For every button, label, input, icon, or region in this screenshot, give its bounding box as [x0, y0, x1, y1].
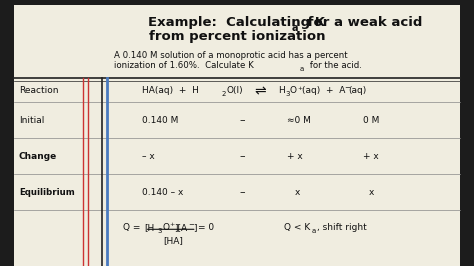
- Text: [HA]: [HA]: [164, 236, 183, 245]
- Text: ≈0 M: ≈0 M: [287, 116, 310, 125]
- Text: from percent ionization: from percent ionization: [149, 30, 325, 43]
- Text: a: a: [292, 23, 299, 33]
- Text: = 0: = 0: [198, 223, 214, 232]
- Text: (aq)  +  A: (aq) + A: [302, 86, 346, 95]
- Text: 0.140 M: 0.140 M: [142, 116, 179, 125]
- Text: + x: + x: [287, 152, 302, 161]
- Text: Q =: Q =: [123, 223, 144, 232]
- Text: – x: – x: [142, 152, 155, 161]
- FancyBboxPatch shape: [14, 5, 460, 266]
- Text: for a weak acid: for a weak acid: [303, 16, 422, 29]
- Text: –: –: [239, 115, 245, 125]
- Text: −: −: [344, 85, 350, 91]
- Text: 0.140 – x: 0.140 – x: [142, 188, 183, 197]
- Text: +: +: [170, 222, 175, 227]
- Text: Initial: Initial: [19, 116, 45, 125]
- Text: O(l): O(l): [227, 86, 243, 95]
- Text: + x: + x: [363, 152, 378, 161]
- Text: 0 M: 0 M: [363, 116, 379, 125]
- Text: 3: 3: [158, 228, 162, 234]
- Text: O: O: [162, 223, 169, 232]
- Text: a: a: [312, 228, 316, 234]
- FancyBboxPatch shape: [14, 5, 460, 80]
- Text: 3: 3: [285, 92, 290, 97]
- Text: HA(aq)  +  H: HA(aq) + H: [142, 86, 199, 95]
- Text: O: O: [290, 86, 297, 95]
- Text: x: x: [368, 188, 374, 197]
- Text: [H: [H: [145, 223, 155, 232]
- Text: A 0.140 M solution of a monoprotic acid has a percent: A 0.140 M solution of a monoprotic acid …: [114, 51, 347, 60]
- Text: ]: ]: [193, 223, 196, 232]
- Text: Change: Change: [19, 152, 57, 161]
- Text: ⇌: ⇌: [255, 84, 266, 98]
- Text: Example:  Calculating K: Example: Calculating K: [148, 16, 326, 29]
- Text: a: a: [300, 66, 304, 72]
- Text: ionization of 1.60%.  Calculate K: ionization of 1.60%. Calculate K: [114, 61, 254, 70]
- Text: H: H: [278, 86, 284, 95]
- Text: for the acid.: for the acid.: [307, 61, 362, 70]
- Text: , shift right: , shift right: [317, 223, 366, 232]
- Text: Equilibrium: Equilibrium: [19, 188, 75, 197]
- Text: Reaction: Reaction: [19, 86, 58, 95]
- Text: ][A: ][A: [174, 223, 188, 232]
- Text: –: –: [239, 187, 245, 197]
- Text: −: −: [188, 222, 194, 228]
- Text: +: +: [297, 86, 302, 91]
- Text: –: –: [239, 151, 245, 161]
- Text: x: x: [295, 188, 300, 197]
- Text: Q < K: Q < K: [284, 223, 310, 232]
- Text: 2: 2: [222, 92, 226, 97]
- Text: (aq): (aq): [348, 86, 367, 95]
